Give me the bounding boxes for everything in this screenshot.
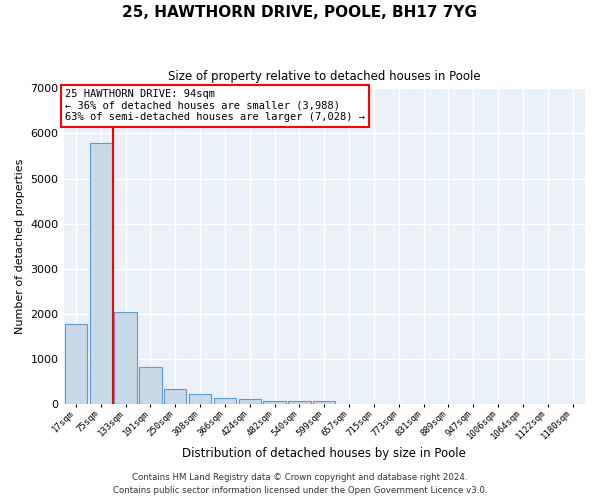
Bar <box>89 142 112 404</box>
Bar <box>164 389 187 404</box>
Bar <box>313 402 335 404</box>
Bar <box>263 401 286 404</box>
Bar <box>189 394 211 404</box>
Bar <box>115 312 137 404</box>
Y-axis label: Number of detached properties: Number of detached properties <box>15 158 25 334</box>
Bar <box>139 367 161 405</box>
Text: Contains HM Land Registry data © Crown copyright and database right 2024.
Contai: Contains HM Land Registry data © Crown c… <box>113 474 487 495</box>
Bar <box>214 398 236 404</box>
Text: 25 HAWTHORN DRIVE: 94sqm
← 36% of detached houses are smaller (3,988)
63% of sem: 25 HAWTHORN DRIVE: 94sqm ← 36% of detach… <box>65 89 365 122</box>
X-axis label: Distribution of detached houses by size in Poole: Distribution of detached houses by size … <box>182 447 466 460</box>
Bar <box>239 400 261 404</box>
Bar <box>288 402 311 404</box>
Bar <box>65 324 87 404</box>
Text: 25, HAWTHORN DRIVE, POOLE, BH17 7YG: 25, HAWTHORN DRIVE, POOLE, BH17 7YG <box>122 5 478 20</box>
Title: Size of property relative to detached houses in Poole: Size of property relative to detached ho… <box>168 70 481 83</box>
